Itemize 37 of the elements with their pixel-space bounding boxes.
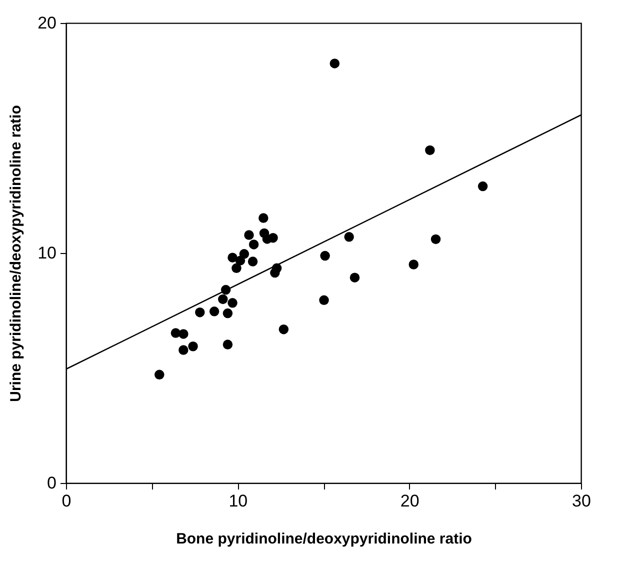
point bbox=[222, 308, 233, 318]
point bbox=[330, 58, 340, 68]
point bbox=[228, 252, 238, 262]
point bbox=[248, 240, 259, 250]
point bbox=[178, 345, 188, 355]
x-tick-label: 30 bbox=[572, 492, 591, 510]
point bbox=[408, 260, 418, 270]
point bbox=[228, 298, 238, 308]
point bbox=[209, 306, 220, 316]
point bbox=[222, 340, 233, 350]
x-tick-label: 0 bbox=[62, 492, 72, 510]
point bbox=[154, 370, 164, 380]
point bbox=[178, 329, 188, 339]
x-tick-label: 10 bbox=[228, 492, 248, 510]
y-tick-label: 20 bbox=[38, 14, 56, 32]
point bbox=[195, 307, 205, 318]
point bbox=[430, 234, 441, 244]
point bbox=[218, 294, 228, 304]
x-tick-label: 20 bbox=[400, 492, 420, 510]
point bbox=[248, 256, 258, 266]
x-axis-title: Bone pyridinoline/deoxypyridinoline ratio bbox=[176, 530, 472, 548]
point bbox=[478, 181, 488, 192]
point bbox=[188, 342, 198, 352]
point bbox=[258, 213, 268, 223]
point bbox=[244, 230, 254, 240]
y-tick-label: 0 bbox=[47, 474, 56, 492]
point bbox=[344, 232, 354, 242]
point bbox=[320, 250, 330, 261]
point bbox=[278, 324, 289, 334]
y-tick-label: 10 bbox=[38, 244, 56, 262]
point bbox=[425, 145, 435, 156]
y-axis-title: Urine pyridinoline/deoxypyridinoline ratio bbox=[8, 105, 25, 402]
point bbox=[239, 249, 250, 259]
point bbox=[268, 232, 278, 243]
point bbox=[350, 272, 360, 282]
point bbox=[232, 263, 242, 274]
point bbox=[319, 295, 329, 306]
